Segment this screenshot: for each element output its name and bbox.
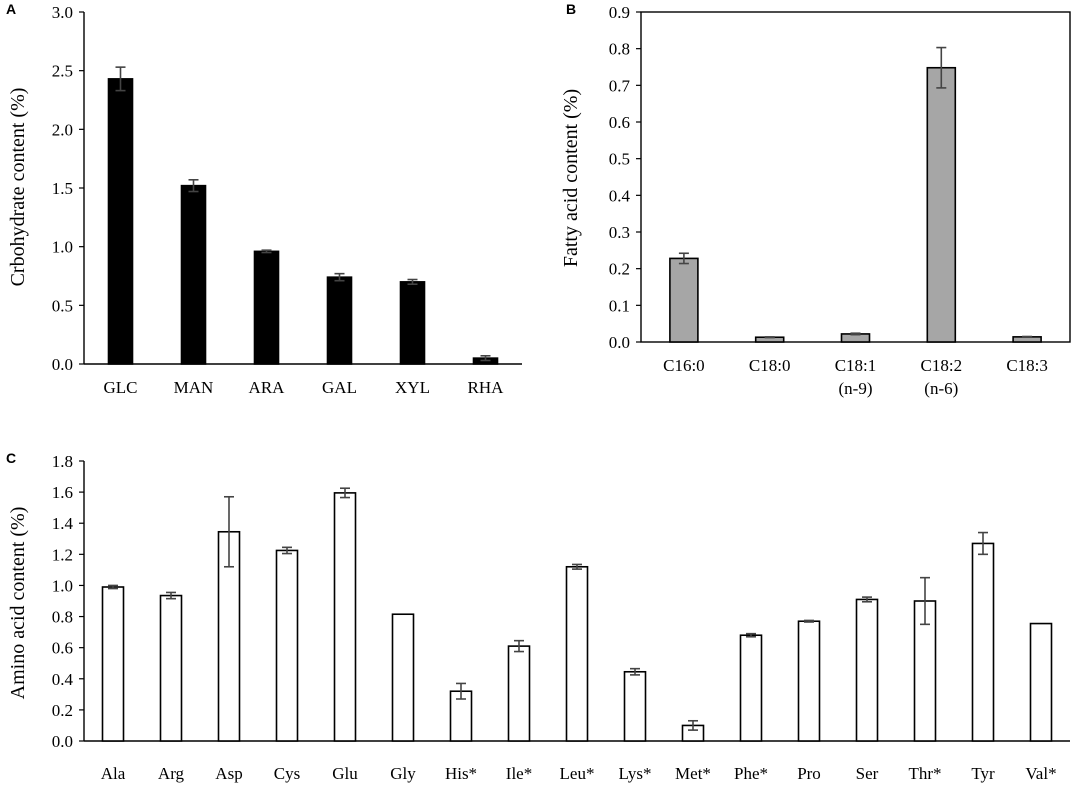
panel-c-category-label: His* [445,764,477,783]
panel-c: C Amino acid content (%) 0.0 0.2 0.4 0.6 0.8… [6,450,1070,783]
panel-c-bar [565,565,589,742]
panel-a-y-tick-label: 1.0 [52,238,73,257]
panel-c-category-label: Met* [675,764,711,783]
panel-c-bar [333,492,357,742]
panel-b-category-label: C18:2 [921,356,963,375]
panel-a-y-tick-label: 2.5 [52,62,73,81]
panel-c-category-label: Arg [158,764,185,783]
panel-b-y-tick-label: 0.9 [609,3,630,22]
panel-c-letter: C [6,450,16,466]
panel-c-y-tick-label: 0.0 [52,732,73,751]
panel-a-bar [180,184,207,365]
panel-b-letter: B [566,1,576,17]
panel-c-y-tick-label: 1.2 [52,545,73,564]
panel-b-y-tick-label: 0.1 [609,296,630,315]
panel-b-category-label: C16:0 [663,356,705,375]
panel-a-bar [326,276,353,365]
panel-c-y-tick-label: 1.0 [52,576,73,595]
panel-c-bar [101,586,125,742]
panel-a-category-label: GAL [322,378,357,397]
panel-c-bar [1029,622,1053,742]
panel-b-category-label: C18:3 [1006,356,1048,375]
panel-a-y-tick-label: 2.0 [52,120,73,139]
panel-c-bar [507,645,531,742]
panel-c-category-label: Lys* [618,764,651,783]
panel-a-category-label: MAN [174,378,214,397]
panel-b-bar [669,257,699,343]
panel-c-y-tick-label: 1.4 [52,514,74,533]
panel-b-y-tick-label: 0.2 [609,260,630,279]
panel-a-category-label: RHA [468,378,505,397]
panel-c-category-label: Thr* [908,764,941,783]
panel-c-y-tick-label: 0.8 [52,608,73,627]
panel-c-category-label: Phe* [734,764,768,783]
panel-c-category-label: Cys [274,764,300,783]
panel-c-y-tick-label: 0.4 [52,670,74,689]
panel-a-bar [107,78,134,365]
panel-b-y-tick-label: 0.6 [609,113,630,132]
panel-c-category-label: Ile* [506,764,532,783]
panel-c-category-label: Leu* [560,764,595,783]
panel-b-plot-frame [640,11,1071,343]
panel-c-bar [275,549,299,742]
panel-c-y-tick-label: 0.6 [52,639,73,658]
panel-b-y-tick-label: 0.0 [609,333,630,352]
panel-b-y-tick-label: 0.5 [609,150,630,169]
panel-c-category-label: Ser [856,764,879,783]
panel-c-bar [391,613,415,742]
panel-c-category-label: Gly [390,764,416,783]
panel-b-category-label: C18:0 [749,356,791,375]
panel-c-category-label: Asp [215,764,242,783]
panel-a-letter: A [6,1,16,17]
panel-c-category-label: Pro [797,764,821,783]
panel-c-y-axis-title: Amino acid content (%) [7,507,29,700]
panel-c-bar [855,598,879,742]
panel-c-y-tick-label: 0.2 [52,701,73,720]
panel-b-category-label: (n-6) [924,379,958,398]
panel-b: B Fatty acid content (%) 0.0 0.1 0.2 0.3 0.4… [560,1,1071,398]
panel-c-category-label: Tyr [971,764,995,783]
panel-a-y-tick-label: 3.0 [52,3,73,22]
panel-a-category-label: XYL [395,378,430,397]
panel-a-y-tick-label: 0.5 [52,296,73,315]
panel-b-category-label: (n-9) [839,379,873,398]
panel-a-y-tick-label: 0.0 [52,355,73,374]
panel-b-y-tick-label: 0.8 [609,40,630,59]
panel-c-bar [159,594,183,742]
panel-b-y-tick-label: 0.4 [609,186,631,205]
panel-b-y-axis-title: Fatty acid content (%) [560,89,582,267]
panel-b-y-tick-label: 0.7 [609,76,631,95]
panel-a-y-tick-label: 1.5 [52,179,73,198]
panel-c-bar [739,634,763,742]
panel-c-category-label: Val* [1025,764,1056,783]
panel-a-bar [399,281,426,365]
panel-a: A Crbohydrate content (%) 0.0 0.5 1.0 1.5 2.… [6,1,522,397]
panel-c-category-label: Glu [332,764,358,783]
panel-a-category-label: GLC [104,378,138,397]
panel-c-y-tick-label: 1.6 [52,483,73,502]
panel-a-category-label: ARA [249,378,286,397]
panel-b-bar [926,66,957,343]
panel-b-category-label: C18:1 [835,356,877,375]
panel-a-y-axis-title: Crbohydrate content (%) [7,88,29,287]
panel-b-y-tick-label: 0.3 [609,223,630,242]
panel-c-category-label: Ala [101,764,126,783]
panel-c-bar [797,620,821,742]
panel-c-bar [971,542,995,742]
panel-a-bar [253,250,280,365]
panel-c-y-tick-label: 1.8 [52,452,73,471]
panel-c-bar [623,670,647,742]
